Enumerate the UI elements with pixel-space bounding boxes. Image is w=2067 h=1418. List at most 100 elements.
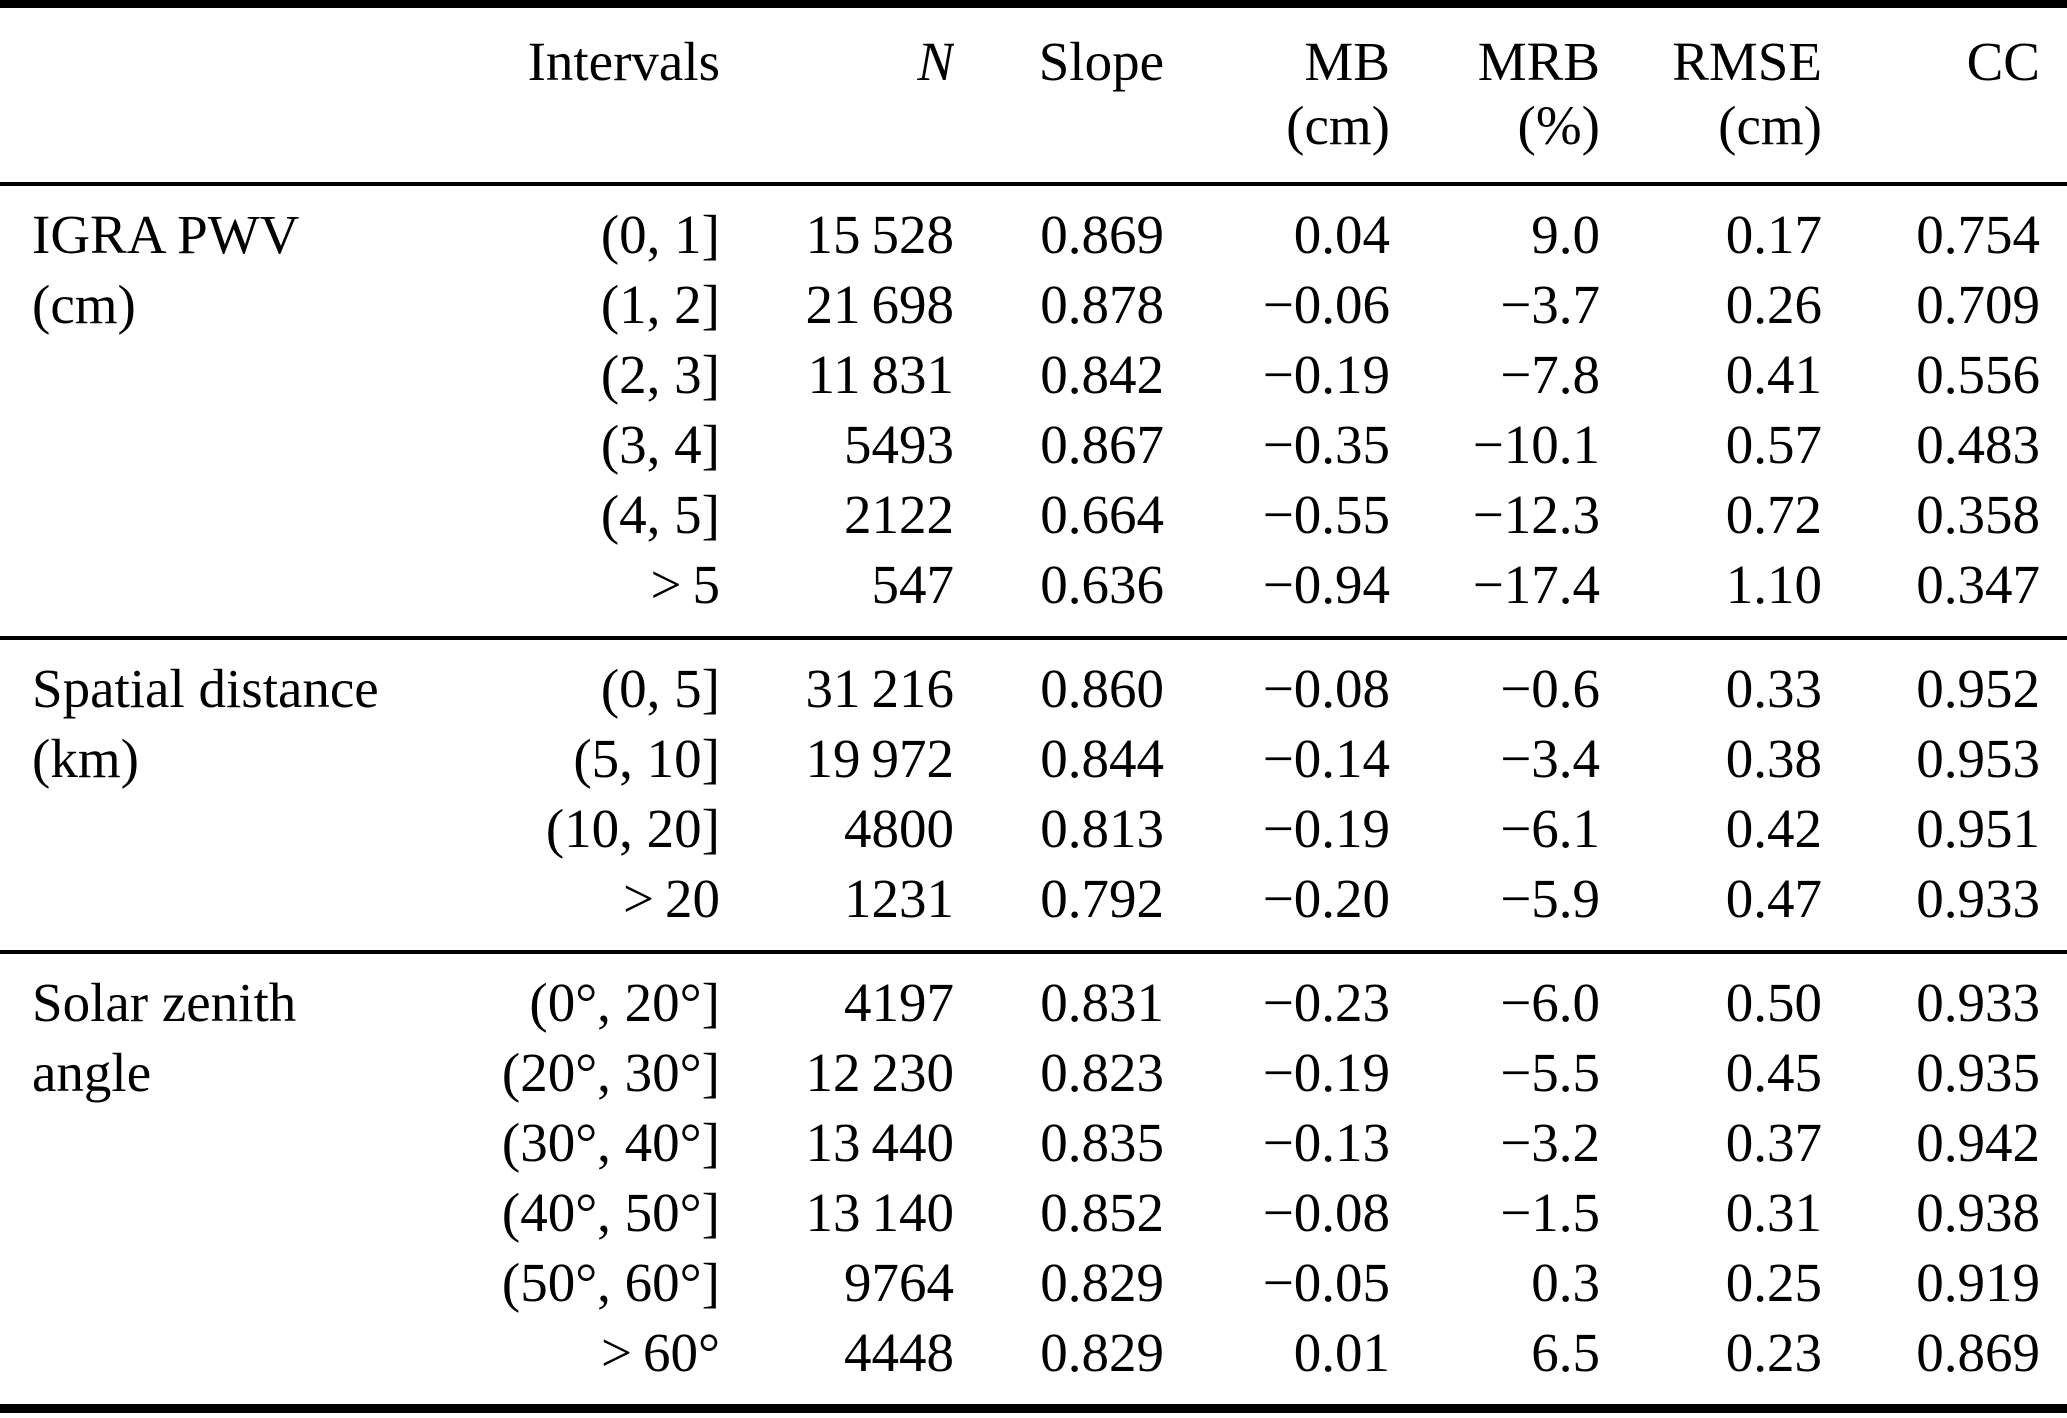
cell-cc: 0.952 — [1916, 658, 2040, 719]
cell-n: 9764 — [844, 1252, 954, 1313]
cell-slope: 0.813 — [1040, 798, 1164, 859]
cell-cc: 0.953 — [1916, 728, 2040, 789]
cell-slope: 0.831 — [1040, 972, 1164, 1033]
cell-rmse: 0.38 — [1725, 728, 1822, 789]
cell-cc: 0.919 — [1916, 1252, 2040, 1313]
cell-slope: 0.844 — [1040, 728, 1164, 789]
cell-mrb: −3.7 — [1500, 274, 1600, 335]
table-row: (50°, 60°] 9764 0.829 −0.05 0.3 0.25 0.9… — [0, 1248, 2067, 1318]
cell-mb: 0.04 — [1293, 204, 1390, 265]
group-label-line2: (km) — [32, 728, 139, 789]
cell-mrb: −6.1 — [1500, 798, 1600, 859]
cell-slope: 0.867 — [1040, 414, 1164, 475]
cell-mb: −0.06 — [1262, 274, 1390, 335]
table-row: Solar zenith angle (0°, 20°] 4197 0.831 … — [0, 952, 2067, 1103]
cell-mrb: −12.3 — [1472, 484, 1600, 545]
cell-slope: 0.835 — [1040, 1112, 1164, 1173]
cell-mrb: −3.2 — [1500, 1112, 1600, 1173]
col-header-mrb: MRB — [1477, 31, 1600, 92]
table-header: Intervals N Slope MB MRB RMSE CC (cm) (%… — [0, 4, 2067, 184]
cell-rmse: 0.72 — [1725, 484, 1822, 545]
cell-mb: −0.08 — [1262, 658, 1390, 719]
header-row-units: (cm) (%) (cm) — [0, 94, 2067, 184]
group-label-spatial-distance: Spatial distance (km) — [0, 638, 470, 952]
table-row: (10, 20] 4800 0.813 −0.19 −6.1 0.42 0.95… — [0, 794, 2067, 864]
cell-mb: −0.05 — [1262, 1252, 1390, 1313]
cell-rmse: 0.42 — [1725, 798, 1822, 859]
cell-mrb: −1.5 — [1500, 1182, 1600, 1243]
cell-interval: (30°, 40°] — [501, 1112, 720, 1173]
cell-cc: 0.933 — [1916, 972, 2040, 1033]
cell-rmse: 0.41 — [1725, 344, 1822, 405]
cell-rmse: 1.10 — [1725, 554, 1822, 615]
cell-mb: −0.19 — [1262, 798, 1390, 859]
col-unit-mrb: (%) — [1517, 95, 1600, 156]
cell-rmse: 0.26 — [1725, 274, 1822, 335]
cell-rmse: 0.23 — [1725, 1322, 1822, 1383]
cell-slope: 0.852 — [1040, 1182, 1164, 1243]
cell-mrb: 0.3 — [1531, 1252, 1600, 1313]
cell-interval: > 60° — [600, 1322, 720, 1383]
header-empty-cell — [0, 4, 470, 94]
table-row: > 60° 4448 0.829 0.01 6.5 0.23 0.869 — [0, 1318, 2067, 1409]
group-label-line1: Solar zenith — [32, 972, 297, 1033]
cell-n: 21 698 — [805, 274, 954, 335]
cell-mrb: −17.4 — [1472, 554, 1600, 615]
cell-slope: 0.878 — [1040, 274, 1164, 335]
cell-interval: (50°, 60°] — [501, 1252, 720, 1313]
cell-slope: 0.829 — [1040, 1322, 1164, 1383]
cell-mb: −0.19 — [1262, 344, 1390, 405]
cell-interval: (10, 20] — [545, 798, 720, 859]
cell-rmse: 0.31 — [1725, 1182, 1822, 1243]
group-solar-zenith-angle: Solar zenith angle (0°, 20°] 4197 0.831 … — [0, 952, 2067, 1409]
cell-mrb: −10.1 — [1472, 414, 1600, 475]
cell-mrb: 6.5 — [1531, 1322, 1600, 1383]
group-label-line2: (cm) — [32, 274, 136, 335]
table-row: (4, 5] 2122 0.664 −0.55 −12.3 0.72 0.358 — [0, 480, 2067, 550]
group-label-line1: Spatial distance — [32, 658, 379, 719]
cell-cc: 0.483 — [1916, 414, 2040, 475]
cell-rmse: 0.50 — [1725, 972, 1822, 1033]
cell-mb: −0.19 — [1262, 1042, 1390, 1103]
col-header-rmse: RMSE — [1672, 31, 1822, 92]
group-spatial-distance: Spatial distance (km) (0, 5] 31 216 0.86… — [0, 638, 2067, 952]
cell-slope: 0.664 — [1040, 484, 1164, 545]
cell-cc: 0.347 — [1916, 554, 2040, 615]
cell-interval: > 5 — [650, 554, 720, 615]
cell-slope: 0.636 — [1040, 554, 1164, 615]
cell-slope: 0.823 — [1040, 1042, 1164, 1103]
cell-mb: −0.23 — [1262, 972, 1390, 1033]
table-row: (30°, 40°] 13 440 0.835 −0.13 −3.2 0.37 … — [0, 1108, 2067, 1178]
cell-cc: 0.942 — [1916, 1112, 2040, 1173]
col-unit-mb: (cm) — [1286, 95, 1390, 156]
cell-n: 11 831 — [807, 344, 954, 405]
header-row-labels: Intervals N Slope MB MRB RMSE CC — [0, 4, 2067, 94]
cell-mb: −0.35 — [1262, 414, 1390, 475]
cell-n: 19 972 — [805, 728, 954, 789]
cell-mb: −0.94 — [1262, 554, 1390, 615]
cell-mrb: −5.9 — [1500, 868, 1600, 929]
cell-rmse: 0.33 — [1725, 658, 1822, 719]
cell-mrb: −0.6 — [1500, 658, 1600, 719]
cell-interval: (3, 4] — [600, 414, 720, 475]
table-row: (1, 2] 21 698 0.878 −0.06 −3.7 0.26 0.70… — [0, 270, 2067, 340]
cell-n: 15 528 — [805, 204, 954, 265]
cell-mb: −0.20 — [1262, 868, 1390, 929]
cell-rmse: 0.57 — [1725, 414, 1822, 475]
col-header-slope: Slope — [1038, 31, 1164, 92]
cell-interval: (5, 10] — [573, 728, 720, 789]
cell-n: 5493 — [844, 414, 954, 475]
cell-rmse: 0.47 — [1725, 868, 1822, 929]
group-igra-pwv: IGRA PWV (cm) (0, 1] 15 528 0.869 0.04 9… — [0, 184, 2067, 638]
table-row: IGRA PWV (cm) (0, 1] 15 528 0.869 0.04 9… — [0, 184, 2067, 335]
cell-cc: 0.869 — [1916, 1322, 2040, 1383]
group-label-igra-pwv: IGRA PWV (cm) — [0, 184, 470, 638]
cell-mb: −0.14 — [1262, 728, 1390, 789]
cell-mb: −0.08 — [1262, 1182, 1390, 1243]
cell-interval: (1, 2] — [600, 274, 720, 335]
cell-n: 1231 — [844, 868, 954, 929]
cell-slope: 0.842 — [1040, 344, 1164, 405]
table-row: > 20 1231 0.792 −0.20 −5.9 0.47 0.933 — [0, 864, 2067, 952]
